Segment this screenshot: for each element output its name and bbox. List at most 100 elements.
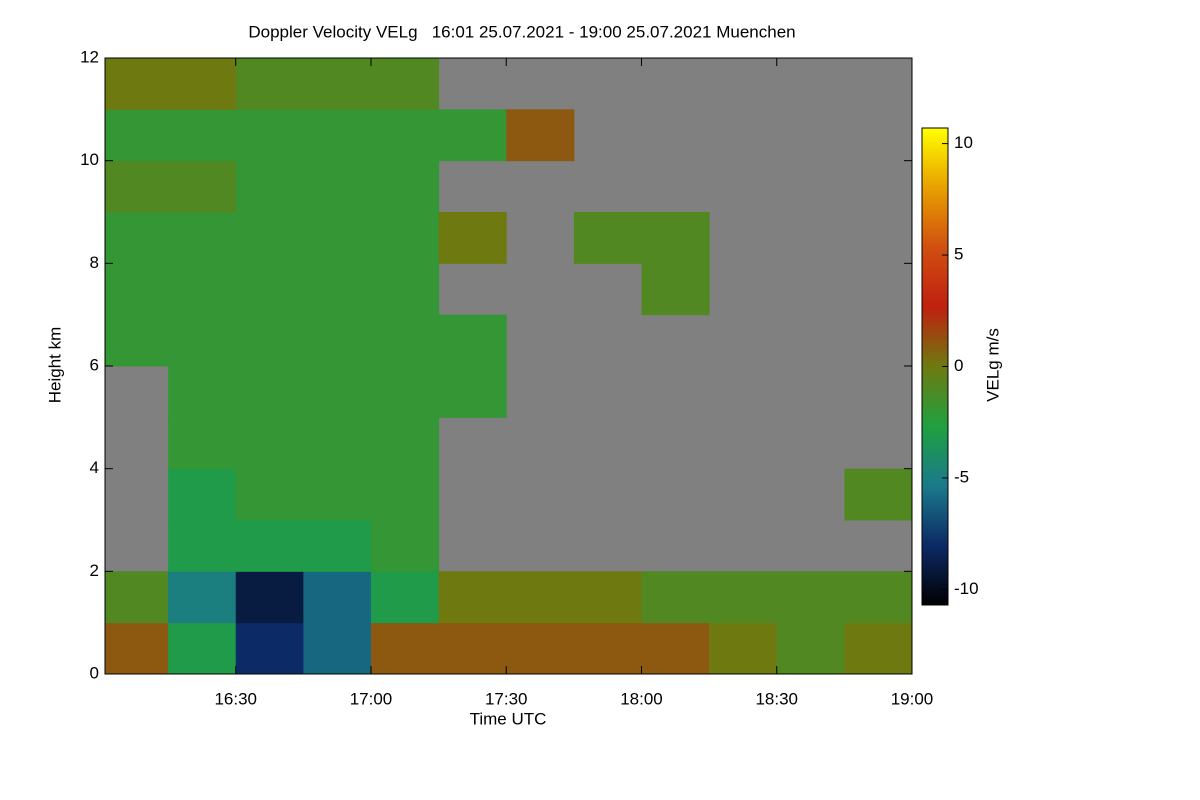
- heatmap-cell: [303, 109, 372, 162]
- heatmap-cell: [370, 468, 440, 521]
- heatmap-cell: [370, 212, 440, 264]
- heatmap-cell: [370, 160, 440, 213]
- heatmap-cell: [709, 622, 778, 675]
- heatmap-cell: [641, 263, 710, 316]
- heatmap-cell: [303, 622, 372, 675]
- heatmap-cell: [844, 571, 913, 624]
- heatmap-cell: [844, 468, 913, 521]
- x-axis-label: Time UTC: [470, 709, 547, 728]
- x-tick-label: 17:30: [485, 689, 528, 708]
- heatmap-cell: [370, 314, 440, 367]
- heatmap-cell: [105, 571, 169, 624]
- heatmap-cell: [168, 212, 237, 264]
- heatmap-cell: [235, 571, 304, 624]
- y-tick-label: 12: [80, 47, 99, 66]
- heatmap-cell: [573, 622, 642, 675]
- heatmap-cell: [303, 314, 372, 367]
- heatmap-cell: [168, 366, 237, 418]
- heatmap-cell: [235, 160, 304, 213]
- heatmap-cell: [506, 571, 575, 624]
- heatmap-cell: [506, 109, 575, 162]
- heatmap-cell: [168, 58, 237, 110]
- x-tick-label: 18:00: [620, 689, 663, 708]
- colorbar-tick-label: -5: [954, 467, 969, 486]
- heatmap-cell: [370, 366, 440, 418]
- heatmap-cell: [438, 109, 507, 162]
- y-axis-label: Height km: [45, 327, 64, 404]
- heatmap-cell: [573, 212, 642, 264]
- heatmap-cell: [438, 622, 507, 675]
- heatmap-cell: [235, 417, 304, 470]
- heatmap-cell: [235, 468, 304, 521]
- chart-title: Doppler Velocity VELg 16:01 25.07.2021 -…: [248, 22, 795, 41]
- heatmap-cell: [370, 58, 440, 110]
- heatmap-cell: [303, 417, 372, 470]
- heatmap-cell: [105, 314, 169, 367]
- colorbar-tick-label: 10: [954, 133, 973, 152]
- heatmap-cell: [105, 622, 169, 675]
- heatmap-cell: [168, 520, 237, 572]
- heatmap-cell: [776, 622, 845, 675]
- heatmap-cell: [168, 263, 237, 316]
- heatmap-cell: [105, 160, 169, 213]
- y-tick-label: 2: [90, 561, 99, 580]
- colorbar-label: VELg m/s: [983, 328, 1002, 402]
- y-tick-label: 0: [90, 663, 99, 682]
- x-tick-label: 19:00: [891, 689, 934, 708]
- heatmap-cell: [641, 212, 710, 264]
- colorbar-tick-label: 5: [954, 245, 963, 264]
- x-tick-label: 18:30: [755, 689, 798, 708]
- heatmap-cell: [235, 58, 304, 110]
- heatmap-cell: [303, 263, 372, 316]
- heatmap-cell: [370, 417, 440, 470]
- heatmap-cell: [438, 571, 507, 624]
- heatmap-cell: [438, 314, 507, 367]
- heatmap-cell: [573, 571, 642, 624]
- colorbar-tick-label: -10: [954, 579, 979, 598]
- heatmap-cell: [168, 160, 237, 213]
- y-tick-label: 10: [80, 150, 99, 169]
- heatmap-cell: [168, 468, 237, 521]
- heatmap-cell: [168, 417, 237, 470]
- heatmap-cell: [506, 622, 575, 675]
- heatmap-cell: [303, 212, 372, 264]
- heatmap-cell: [303, 520, 372, 572]
- heatmap-cell: [168, 314, 237, 367]
- heatmap-cell: [105, 212, 169, 264]
- heatmap-cell: [370, 263, 440, 316]
- heatmap-cell: [168, 571, 237, 624]
- heatmap-cell: [370, 109, 440, 162]
- x-tick-label: 17:00: [350, 689, 393, 708]
- heatmap-cell: [641, 571, 710, 624]
- heatmap-cell: [235, 520, 304, 572]
- heatmap-cell: [235, 314, 304, 367]
- heatmap-cell: [438, 212, 507, 264]
- heatmap-cell: [235, 263, 304, 316]
- heatmap-cell: [641, 622, 710, 675]
- heatmap-cell: [235, 109, 304, 162]
- y-tick-label: 8: [90, 253, 99, 272]
- y-tick-label: 6: [90, 355, 99, 374]
- heatmap-cell: [235, 622, 304, 675]
- heatmap-cell: [168, 109, 237, 162]
- heatmap-cell: [105, 58, 169, 110]
- heatmap-cell: [370, 520, 440, 572]
- heatmap-cell: [303, 58, 372, 110]
- heatmap-cell: [844, 622, 913, 675]
- heatmap-cell: [776, 571, 845, 624]
- colorbar-tick-label: 0: [954, 356, 963, 375]
- x-tick-label: 16:30: [214, 689, 257, 708]
- heatmap-cell: [105, 263, 169, 316]
- heatmap-cell: [438, 366, 507, 418]
- heatmap-cell: [235, 212, 304, 264]
- heatmap-cell: [303, 468, 372, 521]
- y-tick-label: 4: [90, 458, 99, 477]
- heatmap-cell: [105, 109, 169, 162]
- heatmap-cell: [303, 571, 372, 624]
- heatmap-cell: [370, 571, 440, 624]
- heatmap-cell: [709, 571, 778, 624]
- heatmap-cell: [303, 366, 372, 418]
- heatmap-cell: [235, 366, 304, 418]
- heatmap-cell: [370, 622, 440, 675]
